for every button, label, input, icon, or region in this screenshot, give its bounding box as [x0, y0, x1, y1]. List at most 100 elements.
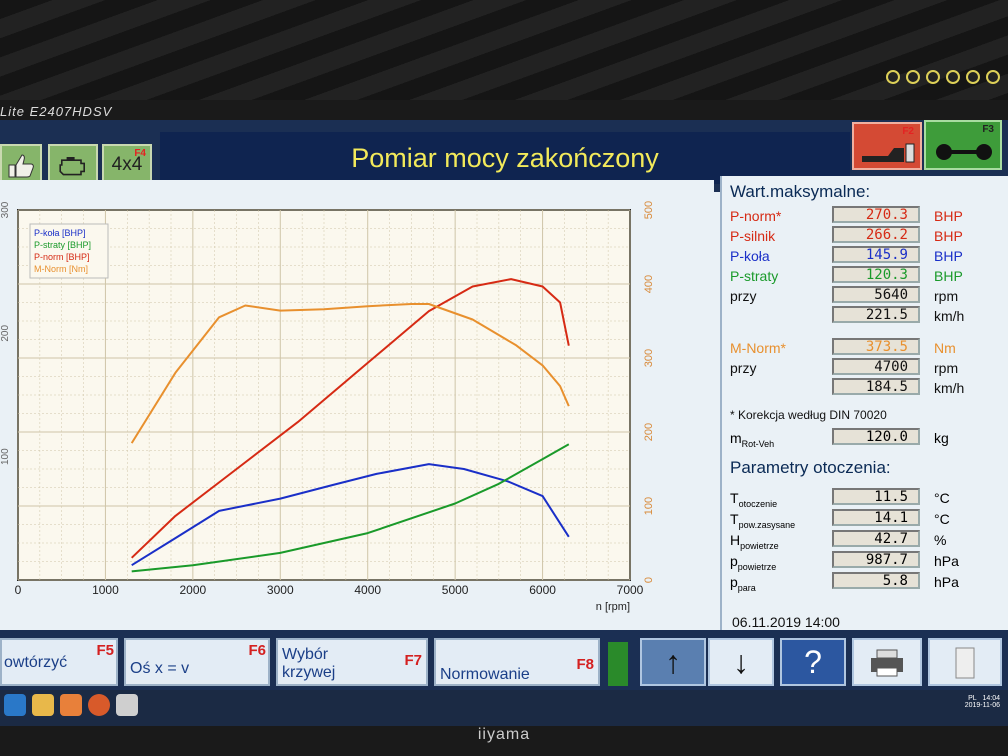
- tray-time: 14:04: [982, 695, 1000, 702]
- max-value-unit: rpm: [934, 360, 958, 376]
- right-tick-label: 300: [643, 349, 655, 367]
- normalize-button[interactable]: Normowanie F8: [434, 638, 600, 686]
- exit-button[interactable]: [928, 638, 1002, 686]
- folder-icon[interactable]: [32, 694, 54, 716]
- max-value-row: M-Norm* 373.5 Nm: [722, 338, 992, 358]
- help-button[interactable]: ?: [780, 638, 846, 686]
- monitor-bezel: [0, 0, 1008, 100]
- ambient-row: Totoczenie 11.5 °C: [722, 488, 992, 508]
- max-values-heading: Wart.maksymalne:: [730, 182, 870, 202]
- tray-language: PL: [968, 695, 977, 702]
- f7-key-label: F7: [404, 652, 422, 669]
- max-value-row: przy 4700 rpm: [722, 358, 992, 378]
- f2-button[interactable]: F2: [852, 122, 922, 170]
- normalize-label: Normowanie: [440, 666, 530, 684]
- max-value-row: 221.5 km/h: [722, 306, 992, 326]
- max-value-value: 5640: [832, 286, 920, 303]
- media-icon[interactable]: [60, 694, 82, 716]
- monitor-button[interactable]: [926, 70, 940, 84]
- max-value-row: P-straty 120.3 BHP: [722, 266, 992, 286]
- left-tick-label: 300: [0, 201, 11, 218]
- x-tick-label: 4000: [354, 583, 381, 597]
- up-arrow-icon: ↑: [665, 644, 681, 680]
- engine-icon: [57, 151, 89, 179]
- values-panel: Wart.maksymalne: P-norm* 270.3 BHP P-silnik…: [720, 176, 1008, 646]
- x-axis-label: n [rpm]: [596, 601, 630, 613]
- x-tick-label: 5000: [442, 583, 469, 597]
- ambient-row: Hpowietrze 42.7%: [722, 530, 992, 550]
- max-value-value: 270.3: [832, 206, 920, 223]
- max-value-row: przy 5640 rpm: [722, 286, 992, 306]
- os-taskbar: PL 14:04 2019-11-06: [0, 690, 1008, 726]
- ambient-unit: hPa: [934, 574, 959, 590]
- f3-button[interactable]: F3: [924, 120, 1002, 170]
- ambient-value: 42.7: [832, 530, 920, 547]
- monitor-button[interactable]: [966, 70, 980, 84]
- max-value-value: 145.9: [832, 246, 920, 263]
- repeat-label: owtórzyć: [4, 654, 67, 672]
- right-tick-label: 100: [643, 497, 655, 515]
- tray-date: 2019-11-06: [965, 702, 1000, 709]
- left-tick-label: 200: [0, 325, 11, 342]
- ambient-label: ppowietrze: [730, 553, 776, 572]
- monitor-button[interactable]: [946, 70, 960, 84]
- max-value-row: P-koła 145.9 BHP: [722, 246, 992, 266]
- x-tick-label: 7000: [617, 583, 644, 597]
- right-tick-label: 0: [643, 577, 655, 583]
- ambient-row: ppowietrze 987.7 hPa: [722, 551, 992, 571]
- max-value-unit: km/h: [934, 380, 964, 396]
- app-screen: 4x4 F4 Pomiar mocy zakończony F2 F3 0 100…: [0, 120, 1008, 690]
- firefox-icon[interactable]: [88, 694, 110, 716]
- printer-icon: [867, 648, 907, 678]
- monitor-button[interactable]: [986, 70, 1000, 84]
- monitor-model-label: Lite E2407HDSV: [0, 104, 112, 119]
- legend-entry: P-norm [BHP]: [34, 252, 90, 262]
- print-button[interactable]: [852, 638, 922, 686]
- monitor-brand: iiyama: [0, 726, 1008, 744]
- scroll-down-button[interactable]: ↓: [708, 638, 774, 686]
- x-tick-label: 0: [15, 583, 22, 597]
- scroll-up-button[interactable]: ↑: [640, 638, 706, 686]
- max-value-label: P-koła: [730, 248, 770, 264]
- max-value-unit: BHP: [934, 268, 963, 284]
- chart-legend: P-koła [BHP] P-straty [BHP] P-norm [BHP] M-…: [30, 224, 108, 278]
- x-tick-label: 3000: [267, 583, 294, 597]
- power-chart: 0 1000 2000 3000 4000 5000 6000 7000 n [rpm] 0 100…: [0, 180, 714, 630]
- max-value-value: 266.2: [832, 226, 920, 243]
- monitor-button[interactable]: [886, 70, 900, 84]
- max-value-label: M-Norm*: [730, 340, 786, 356]
- axis-toggle-button[interactable]: Oś x = v F6: [124, 638, 270, 686]
- chart-svg: 0 1000 2000 3000 4000 5000 6000 7000n [rpm]0100…: [0, 180, 714, 630]
- app-icon[interactable]: [116, 694, 138, 716]
- repeat-button[interactable]: owtórzyć F5: [0, 638, 118, 686]
- start-icon[interactable]: [4, 694, 26, 716]
- help-icon: ?: [804, 644, 822, 680]
- axle-icon: [930, 136, 1000, 166]
- right-tick-label: 400: [643, 275, 655, 293]
- f6-key-label: F6: [248, 642, 266, 659]
- ambient-value: 14.1: [832, 509, 920, 526]
- ambient-value: 5.8: [832, 572, 920, 589]
- measurement-datetime: 06.11.2019 14:00: [732, 614, 840, 630]
- legend-entry: P-straty [BHP]: [34, 240, 91, 250]
- door-icon: [950, 646, 980, 680]
- select-curve-button[interactable]: Wybór krzywej F7: [276, 638, 428, 686]
- ambient-heading: Parametry otoczenia:: [730, 458, 891, 478]
- bottom-toolbar: owtórzyć F5 Oś x = v F6 Wybór krzywej F7…: [0, 630, 1008, 690]
- max-value-unit: km/h: [934, 308, 964, 324]
- max-value-unit: BHP: [934, 208, 963, 224]
- car-dyno-icon: [858, 138, 918, 168]
- down-arrow-icon: ↓: [733, 644, 749, 680]
- ambient-unit: °C: [934, 511, 950, 527]
- din-note: * Korekcja według DIN 70020: [730, 408, 887, 422]
- x-tick-label: 6000: [529, 583, 556, 597]
- ambient-unit: %: [934, 532, 946, 548]
- x-tick-label: 2000: [180, 583, 207, 597]
- left-tick-label: 100: [0, 448, 11, 465]
- ambient-label: Tpow.zasysane: [730, 511, 795, 530]
- max-value-row: P-silnik 266.2 BHP: [722, 226, 992, 246]
- max-value-label: P-straty: [730, 268, 778, 284]
- f3-key-label: F3: [982, 124, 994, 135]
- monitor-button[interactable]: [906, 70, 920, 84]
- ambient-value: 987.7: [832, 551, 920, 568]
